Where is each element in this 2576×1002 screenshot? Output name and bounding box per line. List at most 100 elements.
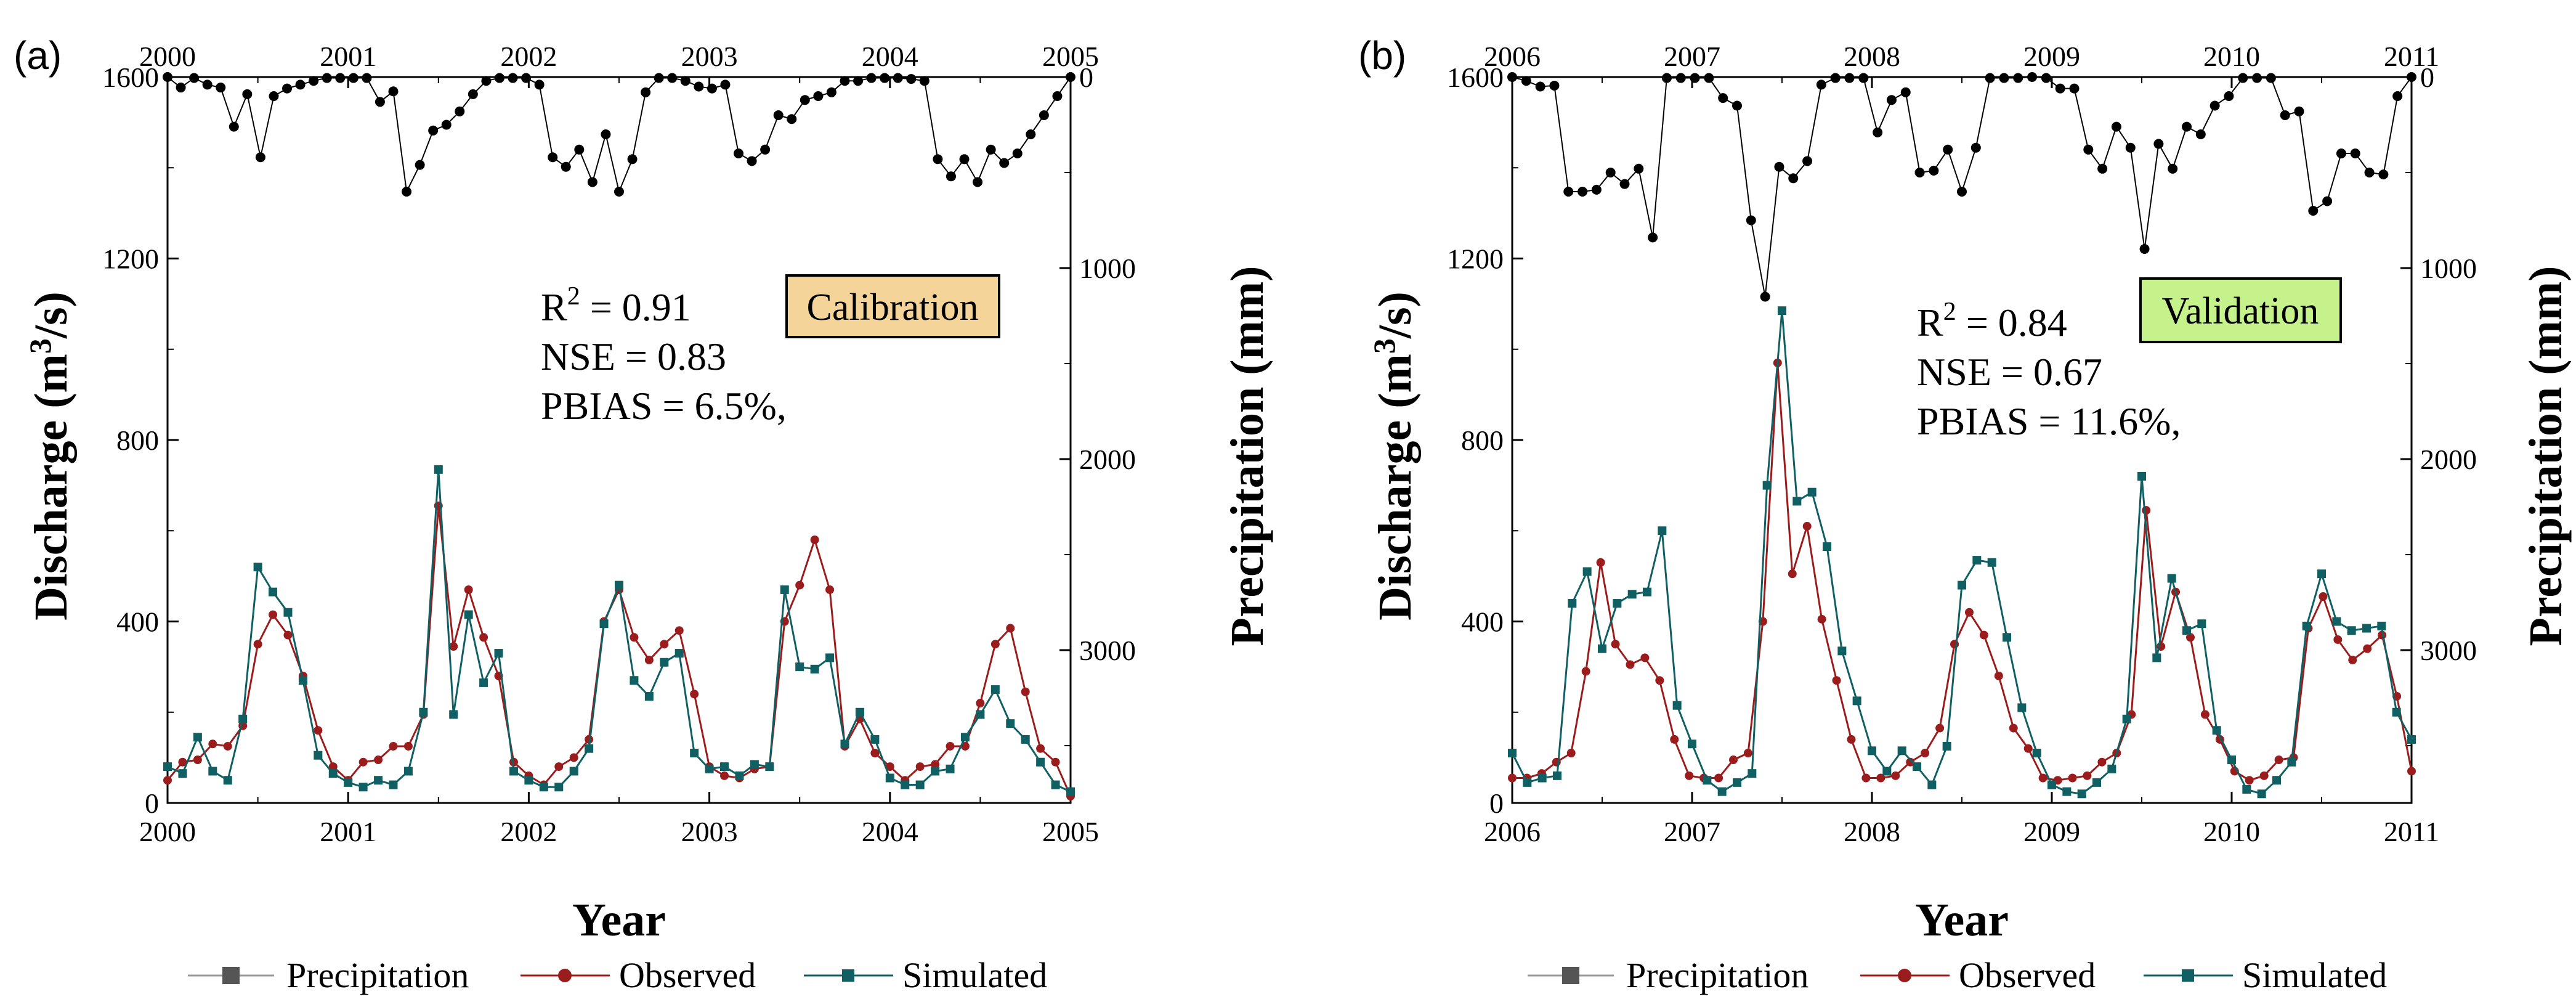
simulated-point: [1643, 587, 1651, 597]
precipitation-point: [1788, 173, 1799, 184]
simulated-point: [1882, 767, 1892, 776]
precipitation-point: [2280, 110, 2290, 120]
observed-point: [946, 741, 955, 751]
precipitation-point: [216, 83, 226, 93]
x-tick-label: 2011: [2384, 816, 2439, 847]
legend-b-observed-marker: [1898, 969, 1911, 982]
panel-a-x-axis-label: Year: [572, 894, 666, 946]
panel-a-calibration-label: Calibration: [807, 287, 979, 328]
precipitation-point: [1957, 187, 1967, 197]
simulated-point: [403, 767, 413, 776]
precipitation-point: [415, 160, 425, 170]
simulated-point: [690, 749, 699, 758]
precipitation-point: [1816, 79, 1826, 90]
observed-point: [931, 760, 940, 769]
precipitation-point: [667, 73, 678, 83]
precipitation-point: [468, 89, 478, 99]
simulated-point: [2242, 784, 2251, 794]
precipitation-point: [521, 73, 532, 83]
observed-point: [314, 726, 323, 735]
simulated-point: [1553, 771, 1561, 780]
observed-point: [960, 741, 970, 751]
precipitation-point: [494, 73, 504, 83]
precipitation-point: [481, 76, 492, 86]
precipitation-point: [1012, 149, 1023, 158]
simulated-point: [1778, 306, 1786, 316]
panel-b-validation-box: [2139, 277, 2342, 343]
precipitation-point: [1591, 184, 1602, 195]
y-tick-label: 400: [1461, 606, 1504, 638]
precipitation-point: [441, 120, 452, 130]
simulated-point: [735, 771, 744, 780]
observed-point: [644, 656, 654, 665]
observed-point: [990, 640, 1000, 649]
precipitation-point: [826, 87, 836, 97]
precipitation-point: [2153, 139, 2164, 149]
observed-point: [1921, 749, 1930, 758]
observed-point: [2097, 757, 2107, 767]
observed-point: [2363, 644, 2372, 653]
observed-point: [403, 741, 413, 751]
simulated-point: [2377, 621, 2386, 630]
precipitation-point: [402, 187, 412, 197]
simulated-point: [599, 619, 609, 629]
precipitation-point: [1886, 95, 1897, 105]
simulated-point: [2317, 569, 2326, 579]
observed-point: [1876, 773, 1885, 783]
panel-b-ticks: 2006 2006 2007 2007 2008 2008 2009 2009 2010 2010…: [1447, 41, 2477, 847]
simulated-point: [2003, 633, 2011, 642]
precipitation-point: [242, 89, 253, 99]
precipitation-point: [2252, 73, 2262, 83]
simulated-point: [1613, 599, 1622, 608]
y-tick-label: 1600: [102, 62, 159, 93]
simulated-point: [1658, 526, 1667, 536]
simulated-point: [630, 676, 639, 685]
simulated-point: [931, 767, 940, 776]
precipitation-point: [2195, 129, 2206, 139]
simulated-point: [990, 685, 1000, 694]
simulated-point: [1717, 787, 1727, 796]
precipitation-point: [1873, 127, 1883, 137]
observed-point: [2259, 771, 2269, 780]
y-tick-label: 400: [116, 606, 159, 638]
precipitation-point: [1549, 80, 1560, 91]
precipitation-point: [2238, 73, 2248, 83]
simulated-point: [253, 563, 262, 572]
simulated-point: [1868, 746, 1876, 756]
observed-point: [660, 640, 669, 649]
precipitation-point: [1999, 73, 2009, 83]
simulated-point: [750, 760, 759, 769]
observed-point: [358, 757, 368, 767]
panel-b-nse: NSE = 0.67: [1917, 350, 2102, 394]
simulated-point: [1897, 746, 1906, 756]
precipitation-point: [2407, 72, 2416, 82]
observed-point: [2023, 744, 2033, 753]
observed-point: [1021, 687, 1030, 696]
observed-point: [2200, 710, 2209, 719]
observed-point: [554, 762, 564, 772]
x-tick-label: 2000: [139, 816, 196, 847]
precipitation-point: [2364, 168, 2375, 177]
simulated-point: [2347, 626, 2356, 635]
panel-a-ticks: 2000 2000 2001 2001 2002 2002 2003 2003 2004 2004…: [102, 41, 1136, 847]
observed-point: [2333, 635, 2343, 644]
observed-point: [1817, 614, 1826, 624]
precipitation-point: [2378, 169, 2389, 180]
precipitation-point: [1774, 161, 1784, 172]
simulated-point: [2032, 749, 2041, 758]
observed-point: [479, 633, 488, 642]
simulated-point: [870, 735, 880, 744]
precipitation-point: [1066, 72, 1075, 82]
legend-a-observed-marker: [558, 969, 572, 982]
precipitation-point: [202, 79, 213, 90]
precipitation-point: [813, 91, 824, 101]
precipitation-point: [1985, 73, 1995, 83]
legend-b-simulated-marker: [2182, 969, 2194, 982]
observed-point: [1994, 671, 2003, 680]
simulated-point: [208, 767, 217, 776]
simulated-point: [720, 762, 729, 772]
observed-point: [1788, 569, 1797, 579]
precipitation-point: [574, 144, 585, 155]
precipitation-point: [255, 152, 265, 163]
observed-point: [825, 585, 835, 594]
